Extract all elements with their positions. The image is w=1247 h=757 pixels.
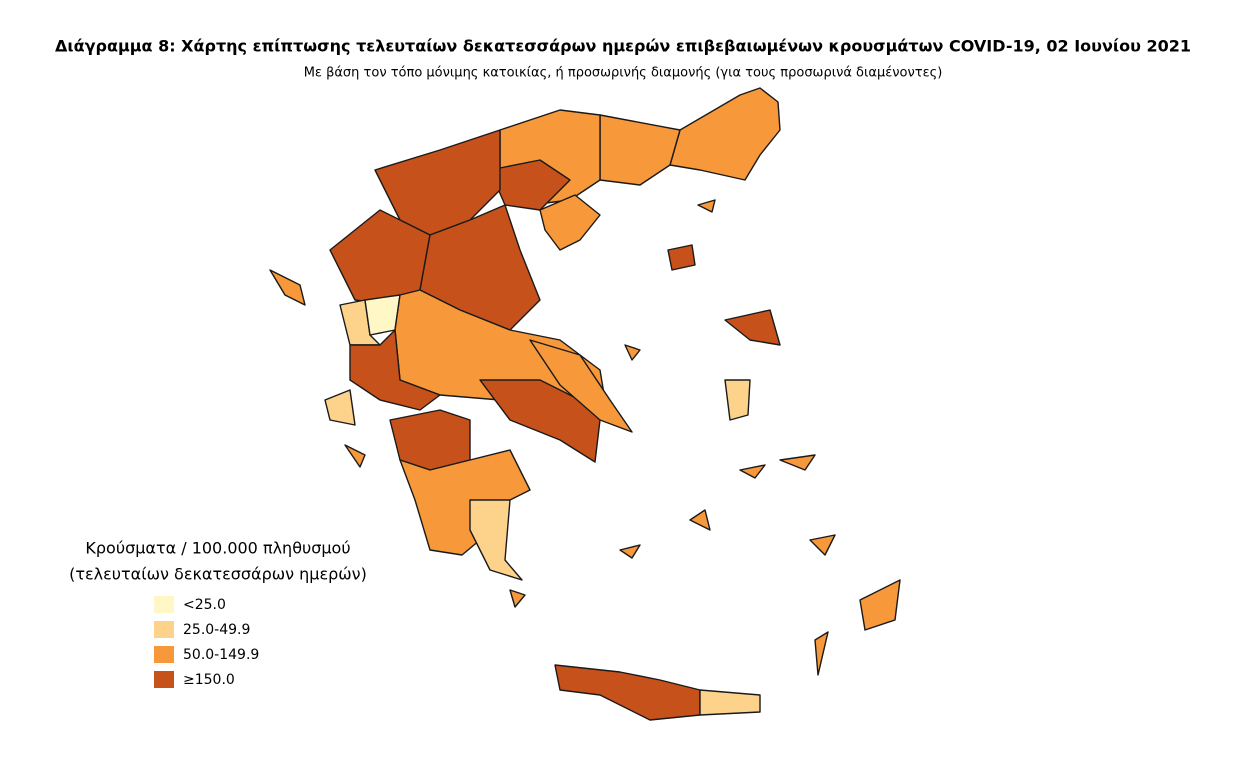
region bbox=[739, 464, 766, 479]
region bbox=[479, 379, 601, 463]
region bbox=[539, 194, 601, 251]
region bbox=[324, 389, 356, 426]
region bbox=[669, 87, 781, 181]
subtitle: Με βάση τον τόπο μόνιμης κατοικίας, ή πρ… bbox=[304, 66, 943, 81]
region bbox=[509, 589, 526, 608]
region bbox=[699, 689, 761, 716]
region bbox=[469, 499, 523, 581]
region bbox=[667, 244, 696, 271]
map bbox=[269, 87, 901, 721]
region bbox=[814, 631, 829, 676]
legend-label: <25.0 bbox=[183, 597, 226, 613]
region bbox=[697, 199, 716, 213]
legend-label: 25.0-49.9 bbox=[183, 622, 250, 638]
region bbox=[809, 534, 836, 556]
region bbox=[689, 509, 711, 531]
legend-swatch bbox=[154, 671, 174, 688]
region bbox=[779, 454, 816, 471]
region bbox=[344, 444, 366, 468]
region bbox=[619, 544, 641, 559]
title: Διάγραμμα 8: Χάρτης επίπτωσης τελευταίων… bbox=[55, 37, 1191, 56]
region bbox=[349, 329, 441, 411]
region bbox=[339, 299, 381, 346]
legend-swatch bbox=[154, 596, 174, 613]
legend-swatch bbox=[154, 646, 174, 663]
legend: Κρούσματα / 100.000 πληθυσμού (τελευταίων… bbox=[69, 539, 367, 688]
region bbox=[529, 339, 633, 433]
region bbox=[269, 269, 306, 306]
region bbox=[599, 114, 681, 186]
legend-title: Κρούσματα / 100.000 πληθυσμού bbox=[85, 539, 350, 558]
legend-title: (τελευταίων δεκατεσσάρων ημερών) bbox=[69, 565, 367, 584]
legend-swatch bbox=[154, 621, 174, 638]
region bbox=[554, 664, 701, 721]
region bbox=[859, 579, 901, 631]
region bbox=[724, 379, 751, 421]
legend-label: 50.0-149.9 bbox=[183, 647, 259, 663]
region bbox=[489, 159, 571, 211]
region bbox=[724, 309, 781, 346]
legend-label: ≥150.0 bbox=[183, 672, 235, 688]
region bbox=[624, 344, 641, 361]
